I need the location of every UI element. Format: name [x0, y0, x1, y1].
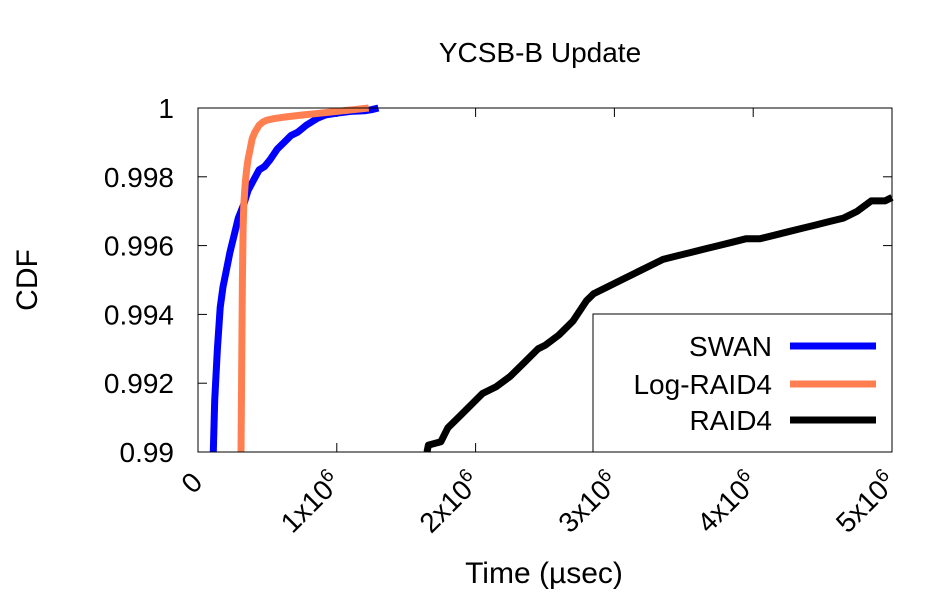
x-tick-label: 5x106	[828, 465, 902, 539]
chart-title: YCSB-B Update	[439, 37, 641, 68]
y-tick-label: 0.992	[104, 368, 174, 399]
series-line-raid4	[423, 194, 894, 453]
y-tick-label: 0.996	[104, 231, 174, 262]
y-tick-label: 0.99	[120, 437, 175, 468]
axis-ticks: 0.99 0.992 0.994 0.996 0.998 1 0 1x106 2x106 3x10…	[104, 93, 902, 539]
legend: SWAN Log-RAID4 RAID4	[592, 313, 893, 453]
plot-lines	[209, 104, 894, 453]
series-line-log-raid4	[237, 104, 370, 453]
plot-frame	[197, 107, 893, 453]
legend-label: Log-RAID4	[633, 369, 772, 400]
legend-label: SWAN	[689, 331, 772, 362]
y-tick-label: 0.994	[104, 299, 174, 330]
legend-label: RAID4	[690, 405, 772, 436]
x-axis-label: Time (µsec)	[465, 557, 623, 590]
y-axis-label: CDF	[11, 249, 44, 311]
x-tick-label: 2x106	[412, 465, 486, 539]
y-tick-label: 0.998	[104, 162, 174, 193]
x-tick-label: 3x106	[551, 465, 625, 539]
x-tick-label: 4x106	[690, 465, 764, 539]
x-tick-label: 1x106	[273, 465, 347, 539]
x-tick-label: 0	[175, 466, 208, 499]
y-tick-label: 1	[158, 93, 174, 124]
